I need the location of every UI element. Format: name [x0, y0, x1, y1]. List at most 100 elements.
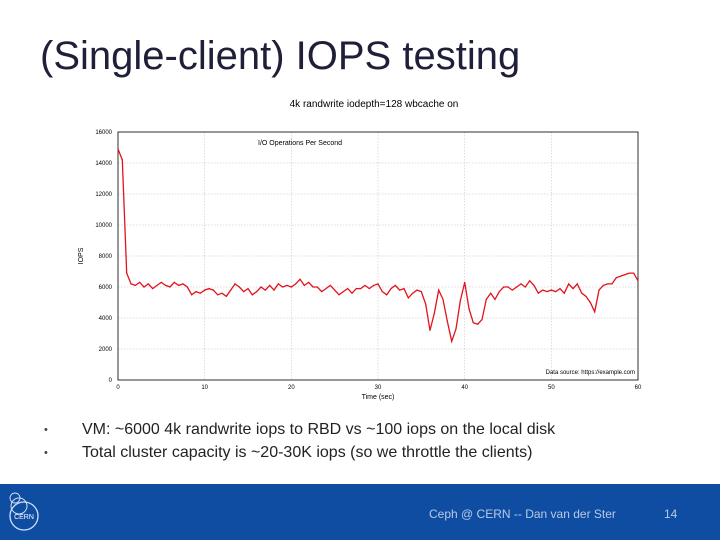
- data-point: [355, 287, 357, 290]
- data-point: [412, 292, 414, 294]
- chart-axis-ticks: 0 2000 4000 6000 8000 10000 12000 14000 16000 0 10…: [95, 130, 642, 391]
- footer-credit: Ceph @ CERN -- Dan van der Ster: [429, 507, 616, 521]
- data-point: [455, 328, 457, 330]
- data-point: [277, 283, 279, 285]
- data-point: [615, 277, 617, 279]
- data-point: [628, 272, 630, 274]
- data-point: [559, 287, 561, 290]
- y-tick-label: 8000: [99, 254, 113, 260]
- bullet-item: • VM: ~6000 4k randwrite iops to RBD vs …: [44, 419, 555, 442]
- data-point: [637, 280, 639, 282]
- data-point: [598, 289, 600, 291]
- data-point: [576, 283, 578, 285]
- data-point: [503, 286, 505, 288]
- data-point: [264, 289, 266, 291]
- chart-grid: [117, 131, 639, 381]
- bullet-text: VM: ~6000 4k randwrite iops to RBD vs ~1…: [82, 421, 556, 438]
- slide-title: (Single-client) IOPS testing: [40, 34, 521, 78]
- data-point: [429, 329, 431, 331]
- x-tick-label: 20: [288, 385, 295, 391]
- x-tick-label: 0: [116, 385, 120, 391]
- data-point: [381, 291, 383, 293]
- data-point: [433, 312, 435, 314]
- data-point: [390, 287, 392, 290]
- data-point: [416, 289, 418, 291]
- series-points: [117, 148, 639, 342]
- data-point: [308, 281, 310, 283]
- data-point: [420, 291, 422, 293]
- legend-series-label: I/O Operations Per Second: [258, 140, 342, 147]
- data-point: [139, 281, 141, 283]
- data-point: [633, 272, 635, 274]
- data-point: [234, 283, 236, 285]
- data-point: [494, 298, 496, 300]
- bullet-item: • Total cluster capacity is ~20-30K iops…: [44, 442, 555, 465]
- data-point: [186, 286, 188, 288]
- data-point: [286, 284, 288, 287]
- data-point: [477, 323, 479, 325]
- data-point: [442, 298, 444, 300]
- data-point: [360, 287, 362, 290]
- data-point: [516, 286, 518, 288]
- data-point: [199, 292, 201, 294]
- data-point: [607, 283, 609, 285]
- data-point: [147, 283, 149, 285]
- data-point: [156, 284, 158, 287]
- x-tick-label: 10: [201, 385, 208, 391]
- data-point: [290, 286, 292, 288]
- data-point: [130, 283, 132, 285]
- x-tick-label: 40: [461, 385, 468, 391]
- y-tick-label: 4000: [99, 316, 113, 322]
- plot-frame: [117, 131, 639, 381]
- data-point: [347, 287, 349, 290]
- data-point: [251, 294, 253, 296]
- y-tick-label: 6000: [99, 285, 113, 291]
- data-point: [403, 287, 405, 290]
- data-point: [368, 287, 370, 290]
- data-point: [312, 286, 314, 288]
- data-point: [425, 303, 427, 305]
- data-point: [160, 281, 162, 283]
- data-point: [468, 308, 470, 310]
- data-point: [121, 159, 123, 161]
- data-point: [511, 289, 513, 291]
- x-axis-label: Time (sec): [362, 394, 395, 401]
- data-point: [568, 283, 570, 285]
- data-point: [602, 284, 604, 287]
- data-point: [594, 311, 596, 313]
- data-point: [498, 291, 500, 293]
- y-tick-label: 0: [109, 378, 113, 384]
- data-point: [546, 291, 548, 293]
- data-point: [342, 291, 344, 293]
- data-point: [472, 322, 474, 324]
- bullet-list: • VM: ~6000 4k randwrite iops to RBD vs …: [44, 419, 555, 465]
- data-point: [260, 286, 262, 288]
- data-point: [451, 340, 453, 342]
- bullet-marker: •: [44, 424, 48, 436]
- data-point: [117, 148, 119, 150]
- footer-bar: CERN Ceph @ CERN -- Dan van der Ster 14: [0, 484, 720, 540]
- data-point: [438, 289, 440, 291]
- data-point: [329, 284, 331, 287]
- data-point: [364, 284, 366, 287]
- data-point: [581, 292, 583, 294]
- bullet-text: Total cluster capacity is ~20-30K iops (…: [82, 444, 533, 461]
- data-point: [273, 289, 275, 291]
- data-point: [195, 291, 197, 293]
- page-number: 14: [664, 507, 678, 521]
- data-point: [256, 291, 258, 293]
- data-point: [555, 291, 557, 293]
- x-tick-label: 60: [635, 385, 642, 391]
- data-point: [386, 294, 388, 296]
- data-point: [373, 284, 375, 287]
- data-point: [191, 294, 193, 296]
- svg-text:CERN: CERN: [14, 514, 34, 521]
- data-point: [563, 292, 565, 294]
- data-point: [394, 284, 396, 287]
- data-point: [542, 289, 544, 291]
- data-point: [303, 284, 305, 287]
- data-point: [351, 292, 353, 294]
- data-point: [269, 284, 271, 287]
- y-axis-label: IOPS: [78, 247, 85, 264]
- bullet-marker: •: [44, 447, 48, 459]
